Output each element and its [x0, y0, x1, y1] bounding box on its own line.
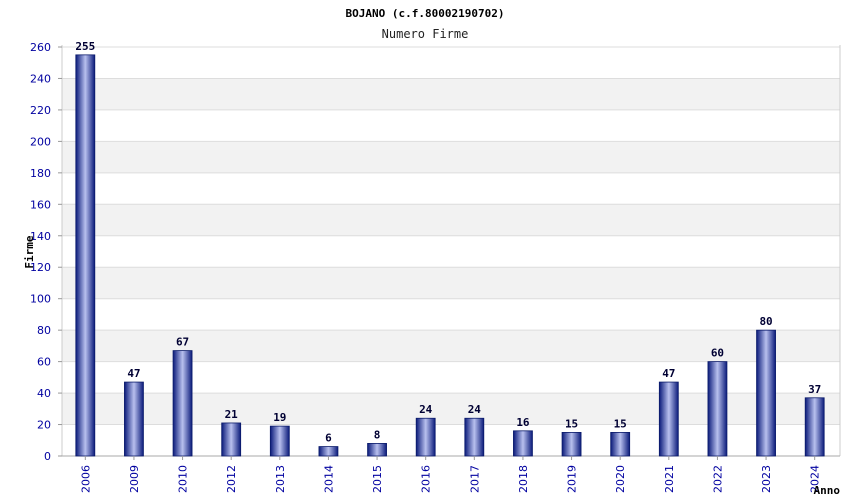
x-tick-label: 2018 — [517, 465, 530, 493]
bar — [367, 443, 387, 457]
x-tick-label: 2014 — [322, 465, 335, 493]
bar-value-label: 67 — [176, 336, 189, 349]
y-tick-label: 20 — [37, 419, 51, 432]
bar-value-label: 19 — [273, 411, 286, 424]
bar — [707, 361, 728, 457]
bar-value-label: 15 — [565, 417, 578, 430]
bar-value-label: 255 — [75, 40, 95, 53]
bar — [318, 446, 339, 457]
y-tick-label: 80 — [37, 324, 51, 337]
bar-value-label: 80 — [759, 315, 772, 328]
bar — [75, 54, 96, 457]
bar-value-label: 6 — [325, 432, 332, 445]
y-tick-label: 140 — [30, 230, 51, 243]
x-tick-label: 2023 — [760, 465, 773, 493]
bar-value-label: 47 — [127, 367, 140, 380]
x-tick-label: 2010 — [177, 465, 190, 493]
bar-value-label: 16 — [516, 416, 530, 429]
bar — [658, 381, 679, 457]
y-tick-label: 200 — [30, 135, 51, 148]
chart-subtitle: Numero Firme — [382, 27, 469, 41]
x-tick-label: 2016 — [420, 465, 433, 493]
y-tick-label: 120 — [30, 261, 51, 274]
bar-value-label: 24 — [468, 403, 482, 416]
bar — [561, 432, 582, 457]
grid-band — [62, 204, 840, 236]
y-tick-label: 100 — [30, 293, 51, 306]
x-tick-label: 2024 — [809, 465, 822, 493]
bar — [269, 425, 290, 457]
y-tick-label: 60 — [37, 356, 51, 369]
bar — [464, 417, 485, 457]
x-tick-label: 2012 — [225, 465, 238, 493]
y-tick-label: 260 — [30, 41, 51, 54]
grid-band — [62, 141, 840, 173]
bar-value-label: 60 — [711, 347, 724, 360]
grid-band — [62, 267, 840, 299]
bar — [610, 432, 631, 457]
y-tick-label: 180 — [30, 167, 51, 180]
bars — [75, 54, 825, 457]
x-tick-label: 2015 — [371, 465, 384, 493]
bar — [221, 422, 242, 457]
y-tick-label: 220 — [30, 104, 51, 117]
y-tick-label: 240 — [30, 72, 51, 85]
bar-value-label: 15 — [614, 417, 627, 430]
x-tick-label: 2020 — [614, 465, 627, 493]
x-tick-labels: 2006 2009 2010 2012 2013 2014 2015 2016 2017 2018… — [79, 456, 822, 493]
x-axis-label: Anno — [814, 484, 841, 497]
bar — [756, 329, 776, 457]
bar — [415, 417, 436, 457]
y-axis-label: Firme — [23, 235, 36, 268]
bar — [804, 397, 825, 457]
grid-band — [62, 78, 840, 110]
data-labels: 255 47 67 21 19 6 8 24 24 16 15 15 47 60 80 37 — [75, 40, 821, 445]
x-tick-label: 2019 — [566, 465, 579, 493]
y-tick-labels: 0 20 40 60 80 100 120 140 160 180 200 220 240 260 — [30, 41, 62, 463]
bar — [513, 430, 533, 457]
y-tick-label: 0 — [44, 450, 51, 463]
bar-value-label: 47 — [662, 367, 675, 380]
y-tick-label: 40 — [37, 387, 51, 400]
x-tick-label: 2022 — [711, 465, 724, 493]
x-tick-label: 2017 — [468, 465, 481, 493]
x-tick-label: 2009 — [128, 465, 141, 493]
bar — [172, 350, 193, 457]
chart-title: BOJANO (c.f.80002190702) — [346, 7, 505, 20]
y-tick-label: 160 — [30, 198, 51, 211]
grid — [62, 46, 840, 457]
bar-value-label: 37 — [808, 383, 821, 396]
x-tick-label: 2006 — [79, 465, 92, 493]
x-tick-label: 2013 — [274, 465, 287, 493]
bar-value-label: 24 — [419, 403, 433, 416]
bar-value-label: 21 — [225, 408, 239, 421]
bar-value-label: 8 — [374, 428, 381, 441]
x-tick-label: 2021 — [663, 465, 676, 493]
bar — [124, 381, 144, 457]
